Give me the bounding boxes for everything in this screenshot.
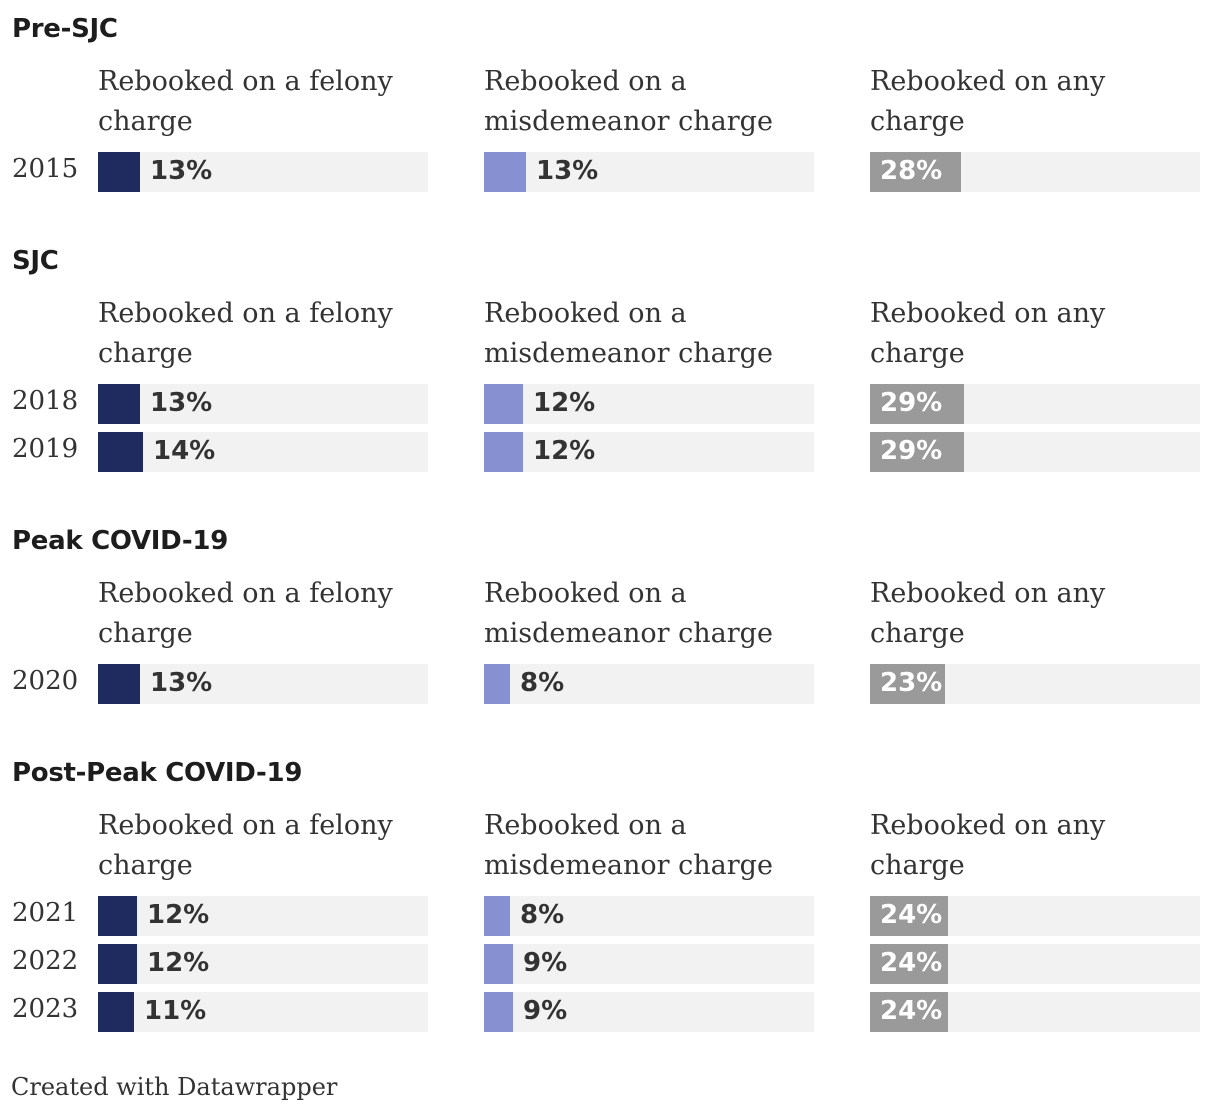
bar-track: 14%: [98, 432, 428, 472]
bar-any-2021: [870, 896, 948, 936]
bar-track: 11%: [98, 992, 428, 1032]
data-label-any-2020: 23%: [880, 668, 943, 698]
bar-felony-2015: [98, 152, 140, 192]
bar-misdemeanor-2021: [484, 896, 510, 936]
group-title: Post-Peak COVID-19: [12, 758, 303, 788]
bar-track: 9%: [484, 992, 814, 1032]
bar-track: 13%: [98, 152, 428, 192]
row-year-label: 2015: [12, 154, 79, 184]
row-year-label: 2022: [12, 946, 79, 976]
group-title: SJC: [12, 246, 59, 276]
bar-track: 13%: [484, 152, 814, 192]
bar-any-2018: [870, 384, 964, 424]
data-label-any-2022: 24%: [880, 948, 943, 978]
row-year-label: 2018: [12, 386, 79, 416]
column-header-any: Rebooked on any charge: [870, 578, 1106, 649]
bar-track: 12%: [98, 944, 428, 984]
data-label-any-2015: 28%: [880, 156, 943, 186]
bar-track: 29%: [870, 432, 1200, 472]
bar-track: 28%: [870, 152, 1200, 192]
bar-track: 24%: [870, 944, 1200, 984]
data-label-misdemeanor-2020: 8%: [520, 668, 565, 698]
bar-track: 24%: [870, 896, 1200, 936]
data-label-misdemeanor-2021: 8%: [520, 900, 565, 930]
data-label-felony-2022: 12%: [147, 948, 210, 978]
bar-track: 8%: [484, 664, 814, 704]
data-label-any-2023: 24%: [880, 996, 943, 1026]
bar-any-2023: [870, 992, 948, 1032]
bar-misdemeanor-2018: [484, 384, 523, 424]
column-header-misdemeanor: Rebooked on a misdemeanor charge: [484, 810, 773, 881]
data-label-any-2018: 29%: [880, 388, 943, 418]
row-year-label: 2019: [12, 434, 79, 464]
data-label-misdemeanor-2019: 12%: [533, 436, 596, 466]
column-header-any: Rebooked on any charge: [870, 298, 1106, 369]
data-label-felony-2023: 11%: [144, 996, 207, 1026]
bar-misdemeanor-2020: [484, 664, 510, 704]
bar-any-2022: [870, 944, 948, 984]
bar-felony-2018: [98, 384, 140, 424]
column-header-felony: Rebooked on a felony charge: [98, 578, 393, 649]
data-label-misdemeanor-2018: 12%: [533, 388, 596, 418]
group-title: Pre-SJC: [12, 14, 118, 44]
bar-felony-2019: [98, 432, 143, 472]
data-label-any-2019: 29%: [880, 436, 943, 466]
bar-track: 24%: [870, 992, 1200, 1032]
bar-any-2019: [870, 432, 964, 472]
group-title: Peak COVID-19: [12, 526, 228, 556]
row-year-label: 2023: [12, 994, 79, 1024]
bar-track: 13%: [98, 664, 428, 704]
data-label-felony-2019: 14%: [153, 436, 216, 466]
bar-track: 13%: [98, 384, 428, 424]
data-label-misdemeanor-2022: 9%: [523, 948, 568, 978]
bar-misdemeanor-2019: [484, 432, 523, 472]
bar-felony-2020: [98, 664, 140, 704]
bar-track: 9%: [484, 944, 814, 984]
column-header-misdemeanor: Rebooked on a misdemeanor charge: [484, 298, 773, 369]
bar-misdemeanor-2015: [484, 152, 526, 192]
bar-track: 12%: [484, 384, 814, 424]
data-label-misdemeanor-2023: 9%: [523, 996, 568, 1026]
bar-felony-2022: [98, 944, 137, 984]
column-header-felony: Rebooked on a felony charge: [98, 810, 393, 881]
credit-footer: Created with Datawrapper: [11, 1073, 338, 1101]
data-label-felony-2020: 13%: [150, 668, 213, 698]
bar-track: 23%: [870, 664, 1200, 704]
bar-felony-2023: [98, 992, 134, 1032]
row-year-label: 2021: [12, 898, 79, 928]
row-year-label: 2020: [12, 666, 79, 696]
column-header-misdemeanor: Rebooked on a misdemeanor charge: [484, 578, 773, 649]
bar-track: 12%: [484, 432, 814, 472]
bar-any-2020: [870, 664, 945, 704]
data-label-any-2021: 24%: [880, 900, 943, 930]
bar-track: 29%: [870, 384, 1200, 424]
data-label-felony-2018: 13%: [150, 388, 213, 418]
column-header-any: Rebooked on any charge: [870, 810, 1106, 881]
bar-misdemeanor-2023: [484, 992, 513, 1032]
column-header-misdemeanor: Rebooked on a misdemeanor charge: [484, 66, 773, 137]
bar-any-2015: [870, 152, 961, 192]
column-header-any: Rebooked on any charge: [870, 66, 1106, 137]
data-label-felony-2015: 13%: [150, 156, 213, 186]
data-label-misdemeanor-2015: 13%: [536, 156, 599, 186]
column-header-felony: Rebooked on a felony charge: [98, 66, 393, 137]
data-label-felony-2021: 12%: [147, 900, 210, 930]
bar-felony-2021: [98, 896, 137, 936]
bar-track: 8%: [484, 896, 814, 936]
bar-misdemeanor-2022: [484, 944, 513, 984]
bar-track: 12%: [98, 896, 428, 936]
column-header-felony: Rebooked on a felony charge: [98, 298, 393, 369]
